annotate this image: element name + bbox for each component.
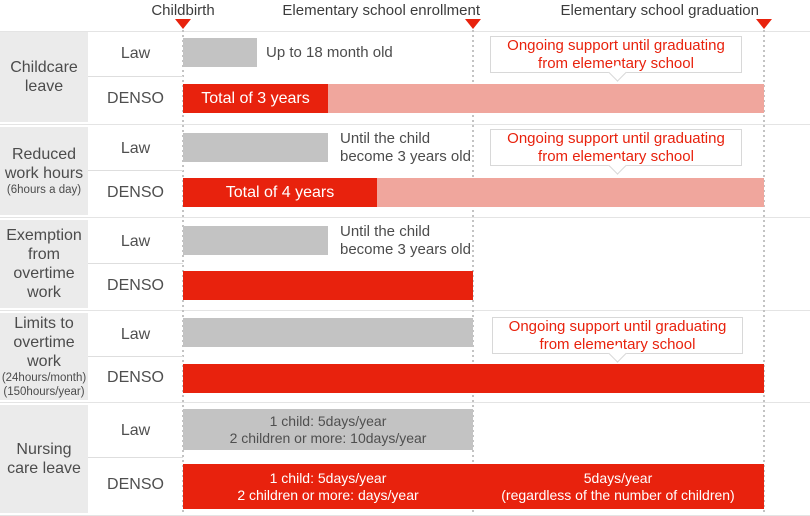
grid-hline: [0, 217, 810, 218]
bar-red: [183, 364, 764, 393]
milestone-label: Childbirth: [151, 2, 215, 19]
bar-label: Total of 3 years: [201, 89, 310, 107]
bar-text-line: 5days/year: [583, 469, 653, 486]
bar-side-label: Up to 18 month old: [266, 38, 393, 67]
row-label-denso: DENSO: [107, 183, 164, 201]
category-panel: Nursing care leave: [0, 405, 88, 513]
category-note: (150hours/year): [3, 386, 85, 398]
row-divider: [88, 457, 183, 458]
category-panel: Exemption from overtime work: [0, 220, 88, 308]
row-divider: [88, 76, 183, 77]
bar-red: Total of 3 years: [183, 84, 328, 113]
row-label-denso: DENSO: [107, 276, 164, 294]
row-divider: [88, 170, 183, 171]
bar-pink: [328, 84, 764, 113]
milestone-gridline: [763, 30, 765, 515]
row-label-denso: DENSO: [107, 90, 164, 107]
bar-text-line: (regardless of the number of children): [501, 486, 735, 503]
category-panel: Reduced work hours (6hours a day): [0, 127, 88, 215]
callout-box: Ongoing support until graduating from ele…: [492, 317, 743, 354]
callout-text-line: from elementary school: [538, 54, 694, 72]
row-label-law: Law: [120, 232, 151, 250]
row-label-denso: DENSO: [107, 476, 164, 493]
bar-text-line: 1 child: 5days/year: [269, 412, 387, 429]
row-divider: [88, 356, 183, 357]
category-panel: Limits to overtime work (24hours/month) (1…: [0, 313, 88, 400]
callout-text-line: from elementary school: [539, 335, 696, 353]
bar-label: Total of 4 years: [225, 183, 335, 201]
category-panel: Childcare leave: [0, 32, 88, 122]
bar-text: 1 child: 5days/year 2 children or more: d…: [158, 464, 498, 509]
bar-red: [183, 271, 473, 300]
milestone-label: Elementary school enrollment: [282, 2, 480, 19]
milestone-label: Elementary school graduation: [560, 2, 759, 19]
bar-side-label-line: become 3 years old: [340, 240, 471, 258]
bar-side-label: Until the child become 3 years old: [340, 222, 471, 258]
milestone-marker-icon: [756, 19, 772, 29]
callout-text-line: Ongoing support until graduating: [507, 130, 725, 147]
category-label: Childcare leave: [10, 59, 78, 95]
bar-side-label: Until the child become 3 years old: [340, 129, 471, 165]
grid-hline: [0, 402, 810, 403]
bar-gray: [183, 409, 473, 450]
row-label-law: Law: [120, 325, 151, 343]
category-label: Reduced work hours: [4, 146, 84, 182]
callout-text-line: Ongoing support until graduating: [508, 318, 727, 335]
bar-side-label-line: Until the child: [340, 222, 431, 240]
row-label-law: Law: [120, 139, 151, 157]
bar-text: 1 child: 5days/year 2 children or more: 1…: [158, 409, 498, 450]
row-label-law: Law: [120, 422, 151, 439]
row-label-denso: DENSO: [107, 369, 164, 386]
grid-hline: [0, 124, 810, 125]
bar-side-label-line: Up to 18 month old: [266, 43, 393, 61]
bar-text: 5days/year (regardless of the number of c…: [448, 464, 788, 509]
bar-red: Total of 4 years: [183, 178, 377, 207]
grid-hline: [0, 31, 810, 32]
bar-gray: [183, 318, 473, 347]
category-label: Exemption from overtime work: [6, 227, 82, 301]
callout-text-line: from elementary school: [538, 147, 694, 165]
bar-gray: [183, 133, 328, 162]
row-divider: [88, 263, 183, 264]
bar-side-label-line: Until the child: [340, 129, 431, 147]
category-note: (6hours a day): [6, 184, 82, 196]
milestone-marker-icon: [175, 19, 191, 29]
callout-text-line: Ongoing support until graduating: [507, 37, 725, 54]
category-note: (24hours/month): [1, 372, 87, 384]
bar-text-line: 2 children or more: 10days/year: [229, 429, 427, 446]
bar-red: [183, 464, 764, 509]
category-label: Limits to overtime work: [13, 315, 75, 370]
bar-text-line: 2 children or more: days/year: [237, 486, 419, 503]
milestone-gridline: [472, 30, 474, 515]
bar-text-line: 1 child: 5days/year: [269, 469, 387, 486]
category-label: Nursing care leave: [7, 441, 81, 477]
milestone-marker-icon: [465, 19, 481, 29]
bar-pink: [377, 178, 764, 207]
bar-side-label-line: become 3 years old: [340, 147, 471, 165]
grid-hline: [0, 310, 810, 311]
bar-gray: [183, 38, 257, 67]
row-label-law: Law: [120, 45, 151, 62]
bar-gray: [183, 226, 328, 255]
